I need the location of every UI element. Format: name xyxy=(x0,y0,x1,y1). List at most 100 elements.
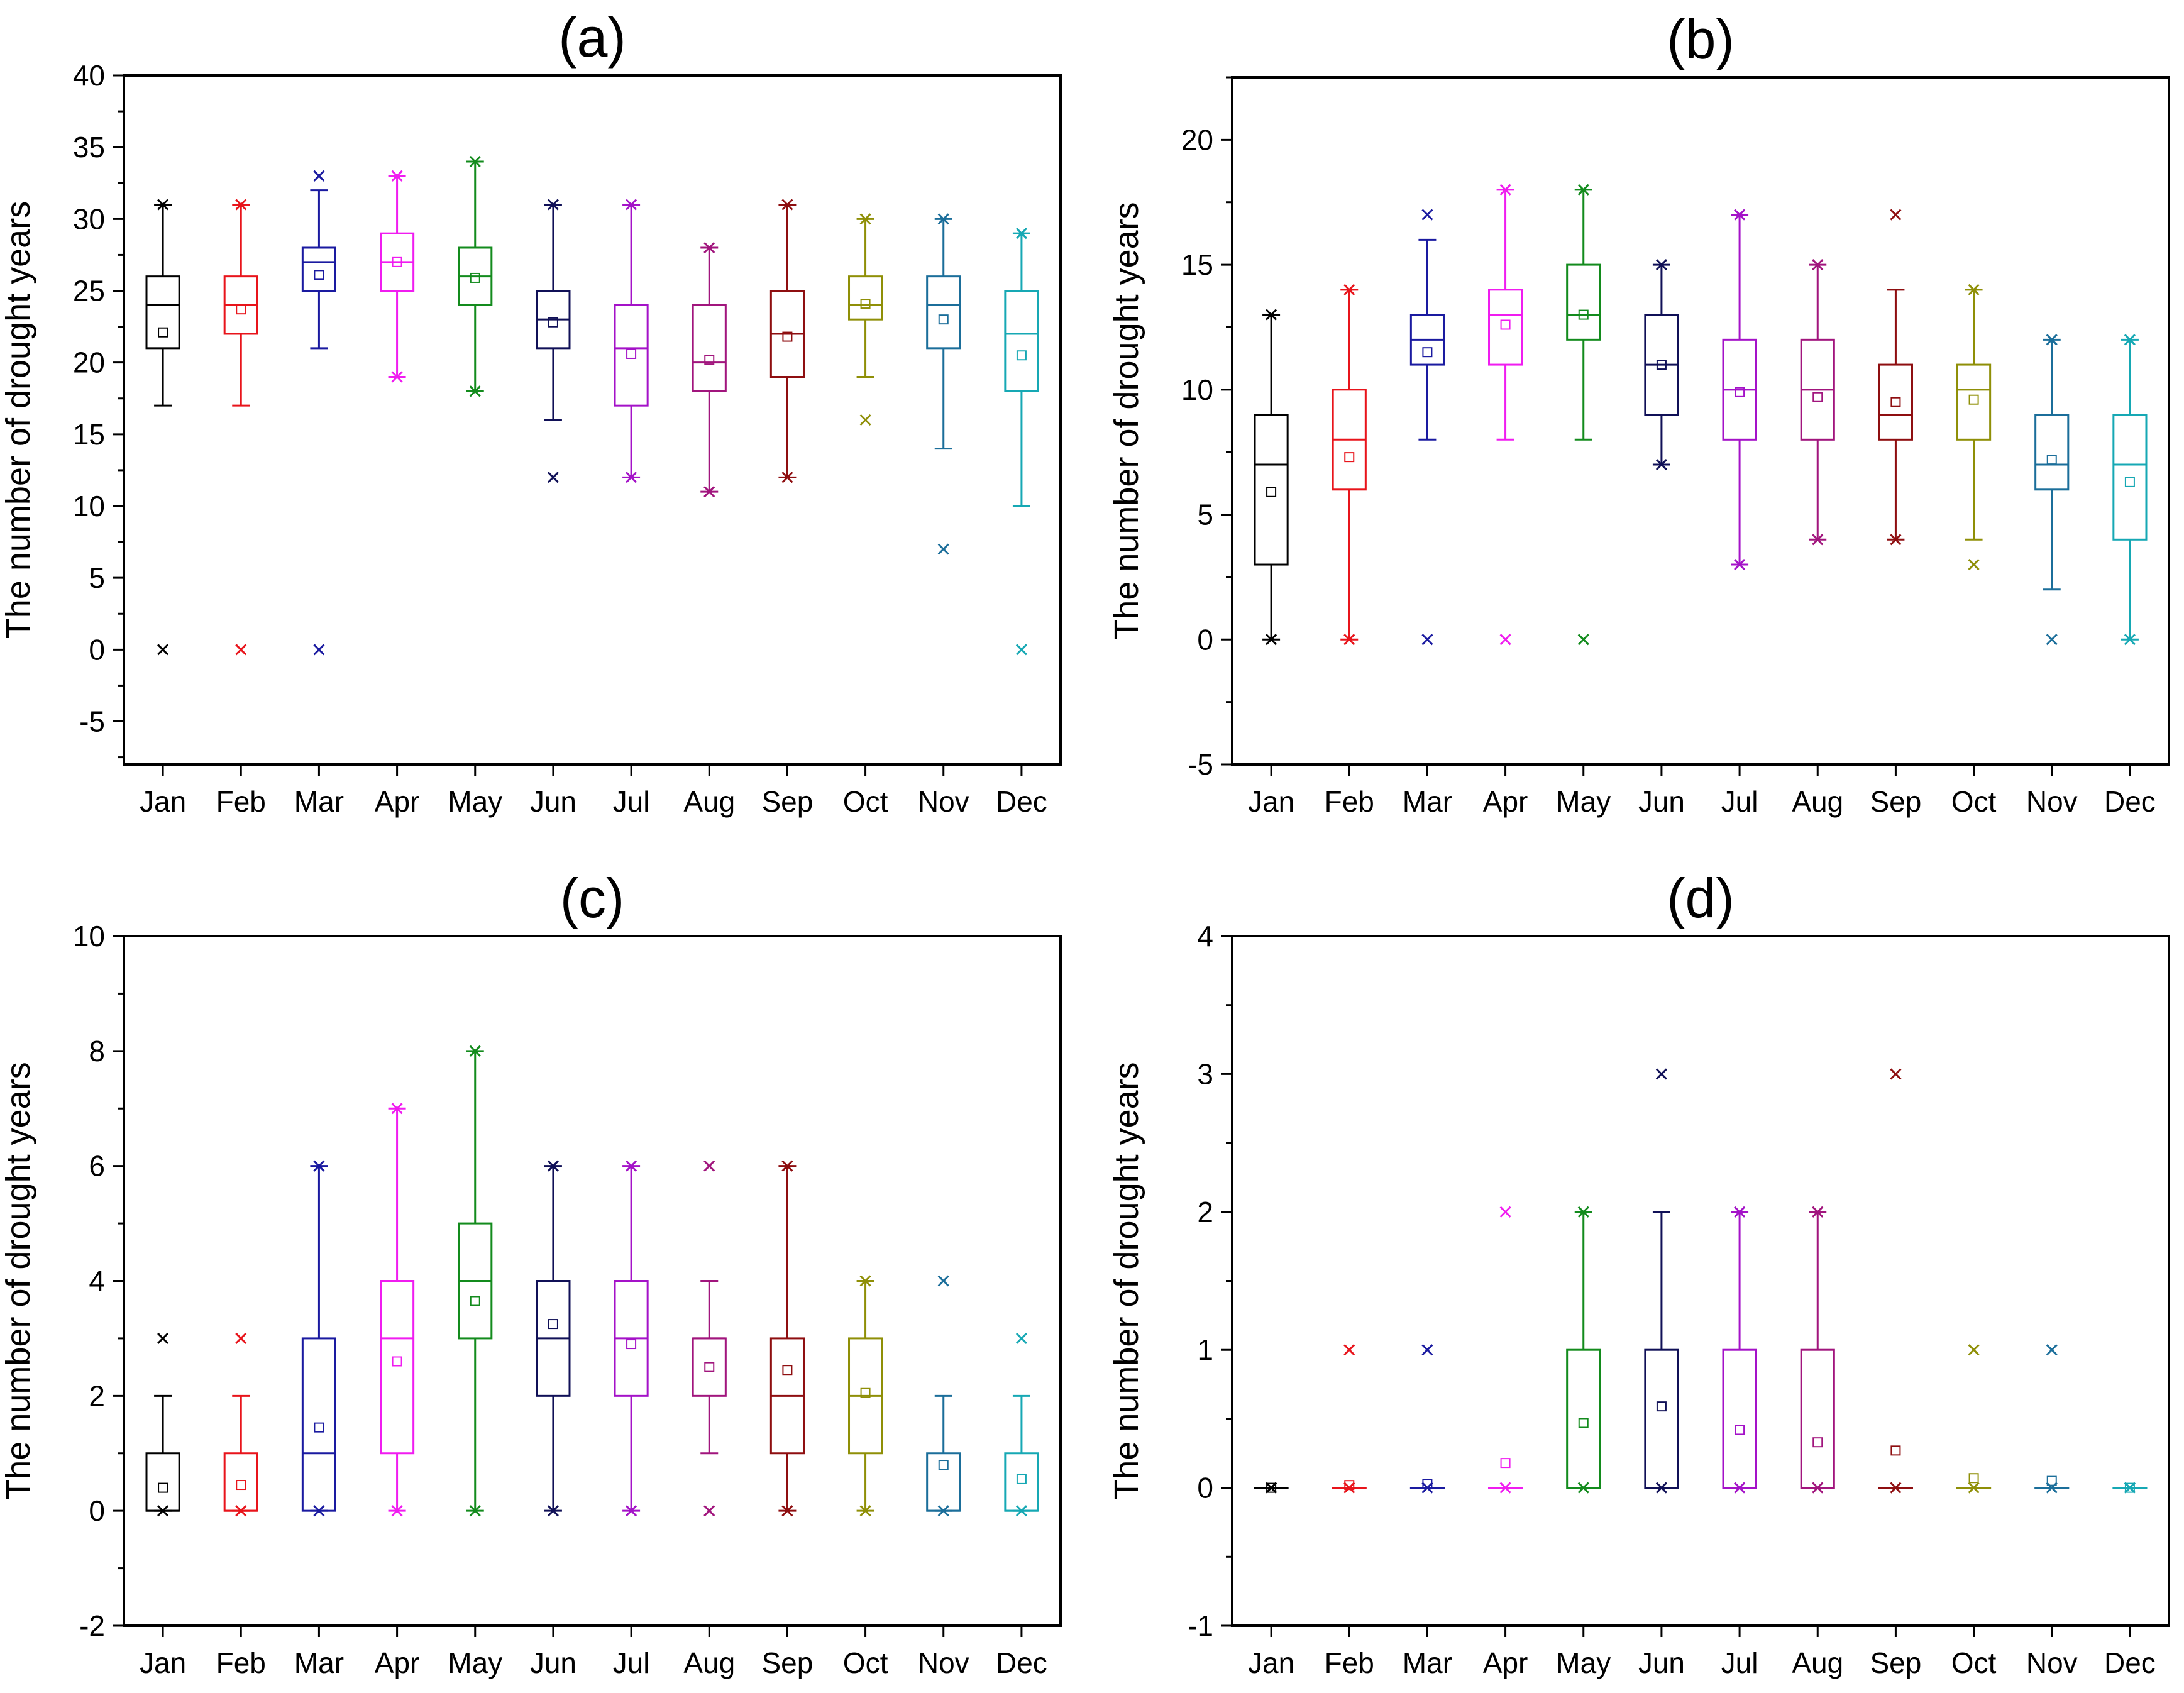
y-tick-label: 4 xyxy=(1197,920,1213,952)
x-tick-label: Mar xyxy=(1403,1646,1452,1679)
x-tick-label: Jun xyxy=(1638,1646,1685,1679)
box-jul xyxy=(615,200,648,483)
y-tick-label: 10 xyxy=(1181,373,1213,406)
panel-title: (c) xyxy=(560,867,625,929)
extreme-marker xyxy=(1969,1345,1979,1355)
x-tick-label: Dec xyxy=(2104,785,2156,818)
y-tick-label: 0 xyxy=(1197,623,1213,656)
box-iqr xyxy=(381,1281,414,1453)
box-feb xyxy=(1333,1345,1365,1492)
box-jun xyxy=(1645,260,1678,470)
panel-title: (a) xyxy=(558,6,626,69)
x-tick-label: Jul xyxy=(613,1646,650,1679)
y-tick-label: 5 xyxy=(1197,499,1213,531)
box-aug xyxy=(1801,260,1834,544)
box-apr xyxy=(381,171,414,382)
x-tick-label: Aug xyxy=(1792,785,1843,818)
y-tick-label: 4 xyxy=(89,1265,105,1298)
x-tick-label: Apr xyxy=(1483,1646,1528,1679)
box-iqr xyxy=(1489,290,1522,365)
x-tick-label: Mar xyxy=(294,785,344,818)
y-tick-label: 15 xyxy=(73,418,105,451)
panel-c: (c)The number of drought years-20246810J… xyxy=(0,867,1061,1679)
box-may xyxy=(459,1046,492,1516)
extreme-marker xyxy=(1657,1069,1667,1079)
box-apr xyxy=(1489,185,1522,644)
y-tick-label: 0 xyxy=(89,1494,105,1527)
extreme-marker xyxy=(704,1161,714,1171)
extreme-marker xyxy=(861,415,871,425)
y-tick-label: 15 xyxy=(1181,248,1213,281)
y-tick-label: 2 xyxy=(1197,1196,1213,1228)
plot-frame xyxy=(124,75,1061,764)
extreme-marker xyxy=(314,171,324,181)
box-iqr xyxy=(693,1338,725,1396)
extreme-marker xyxy=(1969,560,1979,570)
extreme-marker xyxy=(158,644,168,654)
box-iqr xyxy=(146,1453,179,1511)
x-tick-label: Dec xyxy=(2104,1646,2156,1679)
box-iqr xyxy=(224,1453,257,1511)
panel-d: (d)The number of drought years-101234Jan… xyxy=(1108,867,2169,1679)
y-tick-label: 0 xyxy=(1197,1472,1213,1504)
mean-marker xyxy=(549,1320,558,1328)
mean-marker xyxy=(1423,348,1431,356)
box-iqr xyxy=(1005,291,1038,392)
mean-marker xyxy=(393,1357,402,1365)
y-axis-label: The number of drought years xyxy=(0,1062,37,1499)
extreme-marker xyxy=(1501,634,1511,644)
box-iqr xyxy=(1005,1453,1038,1511)
x-tick-label: Apr xyxy=(375,1646,420,1679)
x-tick-label: Oct xyxy=(1951,1646,1997,1679)
box-iqr xyxy=(927,1453,960,1511)
box-iqr xyxy=(1879,365,1912,439)
box-jun xyxy=(537,200,570,483)
box-nov xyxy=(2036,1345,2068,1492)
extreme-marker xyxy=(314,644,324,654)
mean-marker xyxy=(1017,351,1026,360)
x-tick-label: Feb xyxy=(1325,785,1374,818)
panel-b: (b)The number of drought years-505101520… xyxy=(1108,8,2169,818)
box-may xyxy=(1567,185,1600,644)
box-oct xyxy=(1958,1345,1990,1492)
x-tick-label: Apr xyxy=(375,785,420,818)
box-jul xyxy=(1723,210,1756,570)
box-may xyxy=(1567,1207,1600,1493)
x-tick-label: Nov xyxy=(2026,785,2078,818)
box-iqr xyxy=(302,248,335,291)
box-iqr xyxy=(1255,415,1288,565)
mean-marker xyxy=(471,273,480,282)
box-sep xyxy=(771,1161,803,1516)
x-tick-label: Nov xyxy=(2026,1646,2078,1679)
extreme-marker xyxy=(1890,1069,1900,1079)
x-tick-label: May xyxy=(1556,785,1611,818)
box-iqr xyxy=(1567,265,1600,339)
mean-marker xyxy=(627,1340,636,1348)
extreme-marker xyxy=(1422,210,1432,220)
extreme-marker xyxy=(1422,634,1432,644)
x-tick-label: Jun xyxy=(1638,785,1685,818)
box-iqr xyxy=(302,1338,335,1511)
mean-marker xyxy=(1579,1418,1588,1427)
x-tick-label: Jan xyxy=(140,785,186,818)
x-tick-label: May xyxy=(448,1646,502,1679)
extreme-marker xyxy=(1890,210,1900,220)
mean-marker xyxy=(314,1423,323,1432)
x-tick-label: Aug xyxy=(1792,1646,1843,1679)
x-tick-label: Feb xyxy=(216,785,266,818)
extreme-marker xyxy=(236,1333,246,1343)
box-jan xyxy=(146,1333,179,1516)
mean-marker xyxy=(1891,1446,1900,1455)
y-tick-label: 2 xyxy=(89,1379,105,1412)
box-feb xyxy=(224,200,257,655)
y-tick-label: 10 xyxy=(73,490,105,522)
x-tick-label: Oct xyxy=(843,1646,888,1679)
mean-marker xyxy=(1813,1438,1822,1447)
y-axis-label: The number of drought years xyxy=(1108,1062,1145,1499)
mean-marker xyxy=(158,1484,167,1492)
box-nov xyxy=(2036,334,2068,644)
mean-marker xyxy=(236,1481,245,1489)
box-jan xyxy=(146,200,179,655)
